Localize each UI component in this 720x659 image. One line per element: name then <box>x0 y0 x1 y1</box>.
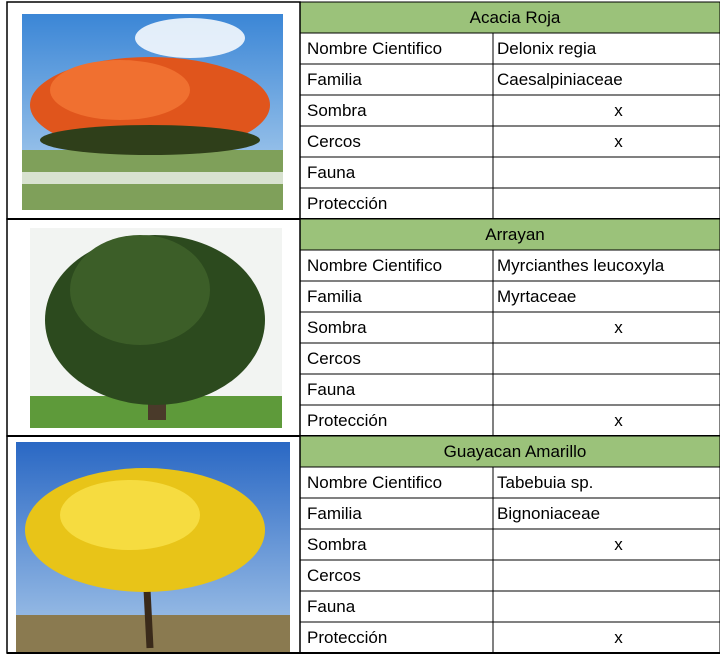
photo-acacia <box>22 14 283 210</box>
row-label: Fauna <box>307 163 356 182</box>
row-label: Protección <box>307 411 387 430</box>
row-label: Cercos <box>307 132 361 151</box>
value-cell <box>492 590 720 623</box>
row-label: Fauna <box>307 597 356 616</box>
species-name: Guayacan Amarillo <box>444 442 587 461</box>
row-value: Myrcianthes leucoxyla <box>497 256 665 275</box>
value-cell <box>492 528 720 561</box>
label-cell <box>299 63 494 96</box>
row-value: x <box>614 628 623 647</box>
species-name: Arrayan <box>485 225 545 244</box>
photo-guayacan <box>16 442 290 652</box>
row-label: Fauna <box>307 380 356 399</box>
row-value: Caesalpiniaceae <box>497 70 623 89</box>
row-label: Nombre Cientifico <box>307 473 442 492</box>
row-value: Delonix regia <box>497 39 597 58</box>
row-value: x <box>614 101 623 120</box>
row-label: Protección <box>307 628 387 647</box>
value-cell <box>492 373 720 406</box>
value-cell <box>492 125 720 158</box>
row-value: x <box>614 132 623 151</box>
label-cell <box>299 156 494 189</box>
row-label: Nombre Cientifico <box>307 256 442 275</box>
row-value: Bignoniaceae <box>497 504 600 523</box>
row-label: Sombra <box>307 101 367 120</box>
row-label: Cercos <box>307 349 361 368</box>
label-cell <box>299 280 494 313</box>
value-cell <box>492 311 720 344</box>
row-value: x <box>614 318 623 337</box>
header-cell <box>299 218 720 251</box>
value-cell <box>492 342 720 375</box>
row-label: Protección <box>307 194 387 213</box>
value-cell <box>492 280 720 313</box>
label-cell <box>299 559 494 592</box>
species-name: Acacia Roja <box>470 8 561 27</box>
label-cell <box>299 311 494 344</box>
row-label: Familia <box>307 504 362 523</box>
row-label: Nombre Cientifico <box>307 39 442 58</box>
label-cell <box>299 621 494 654</box>
row-label: Sombra <box>307 535 367 554</box>
value-cell <box>492 559 720 592</box>
row-value: Tabebuia sp. <box>497 473 593 492</box>
row-label: Cercos <box>307 566 361 585</box>
row-value: x <box>614 411 623 430</box>
value-cell <box>492 404 720 437</box>
label-cell <box>299 249 494 282</box>
row-value: Myrtaceae <box>497 287 576 306</box>
value-cell <box>492 621 720 654</box>
label-cell <box>299 528 494 561</box>
value-cell <box>492 94 720 127</box>
value-cell <box>492 249 720 282</box>
row-label: Familia <box>307 287 362 306</box>
label-cell <box>299 373 494 406</box>
value-cell <box>492 187 720 220</box>
row-value: x <box>614 535 623 554</box>
value-cell <box>492 156 720 189</box>
row-label: Familia <box>307 70 362 89</box>
row-label: Sombra <box>307 318 367 337</box>
photo-arrayan <box>30 228 282 428</box>
label-cell <box>299 125 494 158</box>
value-cell <box>492 497 720 530</box>
value-cell <box>492 32 720 65</box>
